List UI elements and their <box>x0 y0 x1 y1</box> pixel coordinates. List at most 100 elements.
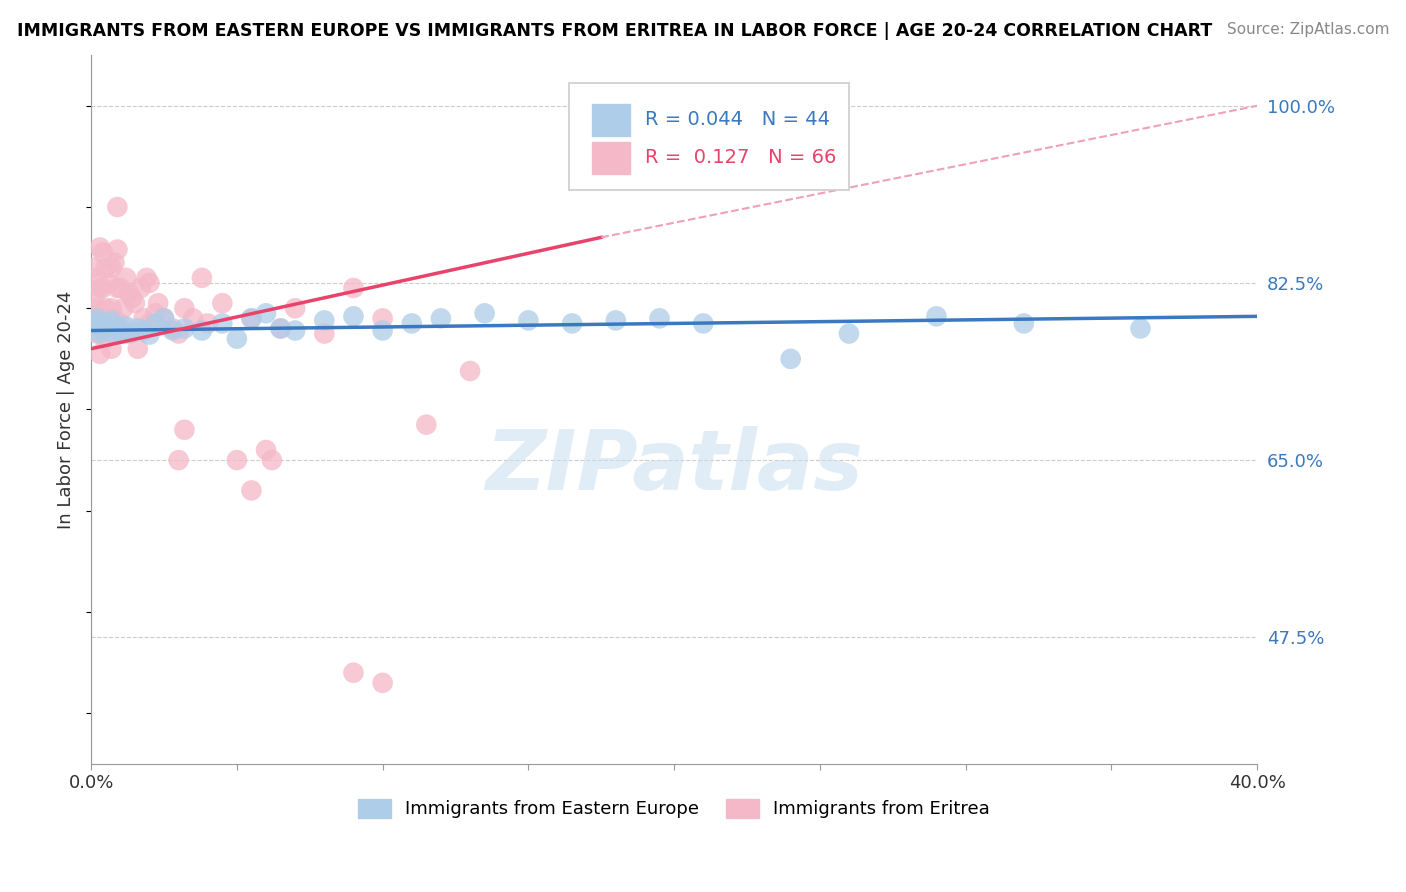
Point <box>121 291 143 305</box>
Point <box>415 417 437 432</box>
Point <box>284 301 307 316</box>
Point <box>89 240 111 254</box>
Point <box>89 347 111 361</box>
Point <box>127 342 149 356</box>
Point <box>240 483 263 498</box>
Point <box>401 317 423 331</box>
Point <box>86 311 108 326</box>
Point <box>89 281 111 295</box>
Point <box>135 271 157 285</box>
Point <box>458 364 481 378</box>
Point <box>270 321 292 335</box>
Point <box>89 326 111 341</box>
Text: ZIPatlas: ZIPatlas <box>485 425 863 507</box>
Point <box>91 245 114 260</box>
Point <box>162 321 184 335</box>
Point <box>342 665 364 680</box>
Point <box>270 321 292 335</box>
Point <box>561 317 583 331</box>
Y-axis label: In Labor Force | Age 20-24: In Labor Force | Age 20-24 <box>58 290 75 529</box>
Point <box>112 301 135 316</box>
Point <box>692 317 714 331</box>
Point <box>89 321 111 335</box>
Point <box>127 321 149 335</box>
Point <box>284 324 307 338</box>
Point <box>103 255 125 269</box>
Point <box>371 324 394 338</box>
Point <box>314 313 336 327</box>
Point <box>97 319 120 334</box>
Point <box>167 326 190 341</box>
Point <box>105 319 128 334</box>
Point <box>648 311 671 326</box>
Point <box>100 313 122 327</box>
Point <box>240 311 263 326</box>
Point <box>86 326 108 341</box>
Point <box>94 260 117 275</box>
Point <box>1012 317 1035 331</box>
Point <box>97 311 120 326</box>
Point <box>517 313 540 327</box>
Point <box>138 317 160 331</box>
Point <box>121 326 143 340</box>
Point <box>83 317 105 331</box>
Point <box>83 291 105 305</box>
Point <box>83 311 105 326</box>
Point <box>91 321 114 335</box>
Point <box>148 296 170 310</box>
Point <box>132 324 155 338</box>
Legend: Immigrants from Eastern Europe, Immigrants from Eritrea: Immigrants from Eastern Europe, Immigran… <box>352 792 997 826</box>
Text: IMMIGRANTS FROM EASTERN EUROPE VS IMMIGRANTS FROM ERITREA IN LABOR FORCE | AGE 2: IMMIGRANTS FROM EASTERN EUROPE VS IMMIGR… <box>17 22 1212 40</box>
Point <box>86 301 108 316</box>
FancyBboxPatch shape <box>569 84 849 190</box>
Point <box>110 281 132 295</box>
Point <box>124 296 146 310</box>
Point <box>118 286 141 301</box>
Point <box>474 306 496 320</box>
Point <box>91 317 114 331</box>
Point <box>105 200 128 214</box>
Point <box>91 281 114 295</box>
Point <box>254 306 277 320</box>
Point <box>97 276 120 290</box>
Point <box>105 243 128 257</box>
Point <box>225 453 247 467</box>
Point <box>173 321 195 335</box>
Point <box>254 442 277 457</box>
Point <box>103 326 125 341</box>
Point <box>110 317 132 331</box>
Point <box>1129 321 1152 335</box>
Point <box>173 423 195 437</box>
Point <box>342 281 364 295</box>
FancyBboxPatch shape <box>592 104 630 136</box>
Point <box>371 676 394 690</box>
Text: Source: ZipAtlas.com: Source: ZipAtlas.com <box>1226 22 1389 37</box>
Point <box>153 311 176 326</box>
Point <box>371 311 394 326</box>
Point <box>153 311 176 326</box>
Point <box>181 311 204 326</box>
Point <box>167 453 190 467</box>
Point <box>197 317 219 331</box>
Point <box>86 271 108 285</box>
Point <box>342 310 364 324</box>
Point <box>83 260 105 275</box>
Point <box>100 301 122 316</box>
Point <box>211 296 233 310</box>
FancyBboxPatch shape <box>592 143 630 174</box>
Point <box>225 332 247 346</box>
Point <box>143 317 166 331</box>
Point <box>430 311 453 326</box>
Point <box>838 326 860 341</box>
Point <box>211 317 233 331</box>
Point <box>605 313 627 327</box>
Point <box>100 260 122 275</box>
Point <box>138 327 160 342</box>
Text: R = 0.044   N = 44: R = 0.044 N = 44 <box>645 110 830 129</box>
Point <box>110 324 132 338</box>
Point <box>94 332 117 346</box>
Point <box>115 271 138 285</box>
Point <box>89 311 111 326</box>
Point <box>105 281 128 295</box>
Point <box>260 453 283 467</box>
